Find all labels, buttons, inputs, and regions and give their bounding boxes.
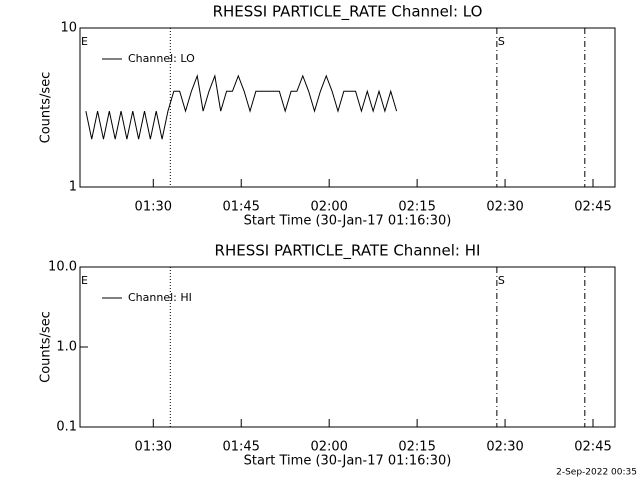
y-tick-label: 10.0	[48, 260, 77, 275]
y-axis-label: Counts/sec	[39, 311, 54, 383]
x-axis-label: Start Time (30-Jan-17 01:16:30)	[244, 214, 452, 229]
legend-label: Channel: LO	[128, 52, 195, 65]
x-tick-label: 01:30	[135, 440, 172, 455]
chart-title: RHESSI PARTICLE_RATE Channel: HI	[215, 242, 481, 261]
x-tick-label: 02:45	[574, 200, 611, 215]
x-tick-label: 02:15	[398, 200, 435, 215]
footer: 2-Sep-2022 00:35	[556, 468, 637, 478]
x-tick-label: 02:30	[486, 200, 523, 215]
x-tick-label: 01:30	[135, 200, 172, 215]
y-tick-label: 1	[69, 180, 77, 195]
x-tick-label: 02:15	[398, 440, 435, 455]
x-tick-label: 02:00	[310, 200, 347, 215]
event-label: S	[498, 35, 505, 48]
legend-label: Channel: HI	[128, 291, 192, 304]
chart-title: RHESSI PARTICLE_RATE Channel: LO	[213, 3, 483, 22]
x-tick-label: 02:45	[574, 440, 611, 455]
x-tick-label: 01:45	[222, 440, 259, 455]
annotation: E	[81, 274, 88, 287]
x-tick-label: 01:45	[222, 200, 259, 215]
data-line	[85, 73, 398, 140]
y-axis-label: Counts/sec	[39, 72, 54, 144]
y-tick-label: 1.0	[56, 340, 77, 355]
x-tick-label: 02:30	[486, 440, 523, 455]
x-tick-label: 02:00	[310, 440, 347, 455]
x-axis-label: Start Time (30-Jan-17 01:16:30)	[244, 454, 452, 469]
event-label: S	[498, 274, 505, 287]
y-tick-label: 10	[60, 21, 77, 36]
y-tick-label: 0.1	[56, 420, 77, 435]
plot-frame	[79, 27, 616, 188]
annotation: E	[81, 35, 88, 48]
